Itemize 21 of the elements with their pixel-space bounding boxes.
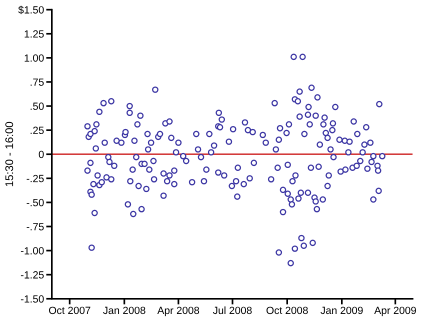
y-tick-label: -.50 [26,198,44,206]
x-tick-label: Apr 2008 [157,306,200,316]
y-tick-label: $1.50 [18,6,44,14]
x-tick-label: Apr 2009 [374,306,416,316]
y-tick-label: 1.25 [24,30,44,38]
y-tick-label: 0 [38,150,44,158]
x-tick-label: Oct 2008 [266,306,308,314]
y-tick-label: -1.50 [20,295,44,303]
x-tick-label: Jan 2009 [320,306,363,314]
y-tick-label: 1.00 [24,54,44,62]
y-tick-label: .50 [30,102,44,110]
x-tick-label: Jul 2008 [212,306,252,314]
y-tick-label: -1.25 [20,271,44,279]
y-tick-label: -.75 [26,223,44,230]
x-tick-label: Oct 2007 [49,306,90,314]
y-axis-title: 15:30 - 16:00 [5,122,14,186]
x-tick-label: Jan 2008 [103,306,146,314]
y-tick-label: .75 [30,78,44,86]
y-tick-label: -.25 [26,174,44,182]
y-tick-label: .25 [30,126,44,134]
y-tick-label: -1.00 [20,247,44,254]
